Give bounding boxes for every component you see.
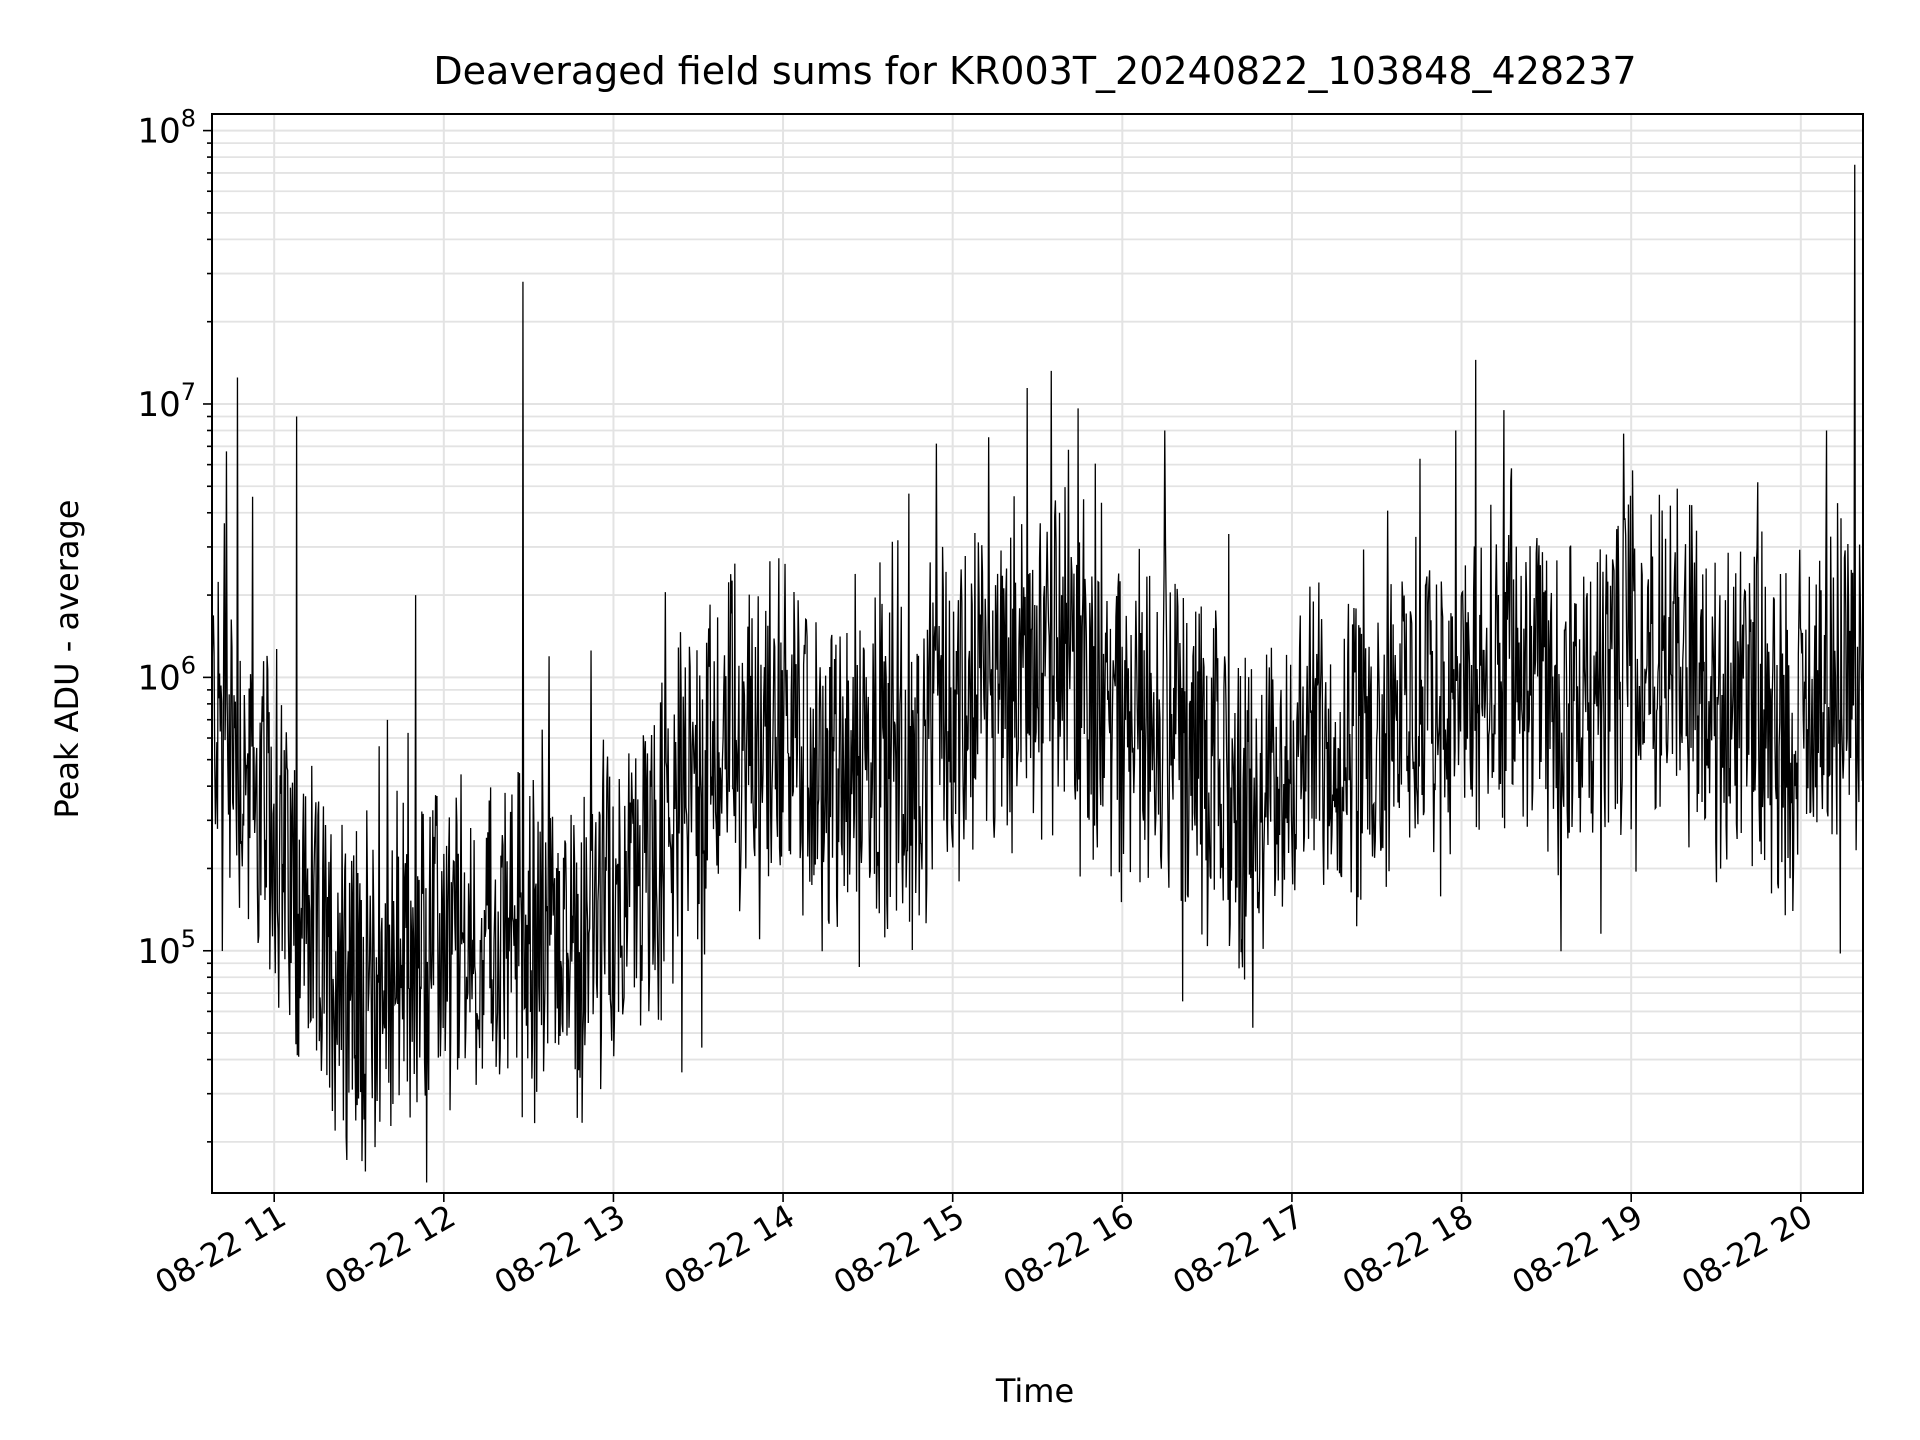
series-layer [212,164,1863,1183]
y-axis-label: Peak ADU - average [48,500,86,819]
y-tick-label: 107 [137,378,196,425]
grid [212,114,1863,1193]
x-axis-label: Time [995,1372,1074,1410]
plot-frame [211,113,1864,1194]
y-tick-label: 105 [137,925,196,972]
y-tick-label: 108 [137,105,196,152]
series-line [212,164,1863,1183]
chart-title: Deaveraged field sums for KR003T_2024082… [433,49,1636,93]
y-tick-label: 106 [137,651,196,698]
